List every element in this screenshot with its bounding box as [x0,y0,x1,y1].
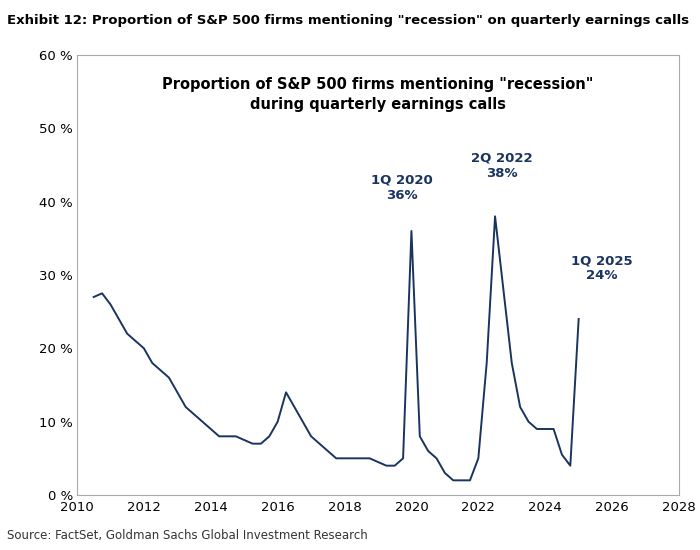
Text: 1Q 2020
36%: 1Q 2020 36% [370,174,433,202]
Text: 2Q 2022
38%: 2Q 2022 38% [471,152,533,180]
Text: Proportion of S&P 500 firms mentioning "recession"
during quarterly earnings cal: Proportion of S&P 500 firms mentioning "… [162,77,594,112]
Text: 1Q 2025
24%: 1Q 2025 24% [571,254,633,282]
Text: Source: FactSet, Goldman Sachs Global Investment Research: Source: FactSet, Goldman Sachs Global In… [7,529,368,542]
Text: Exhibit 12: Proportion of S&P 500 firms mentioning "recession" on quarterly earn: Exhibit 12: Proportion of S&P 500 firms … [7,14,689,27]
